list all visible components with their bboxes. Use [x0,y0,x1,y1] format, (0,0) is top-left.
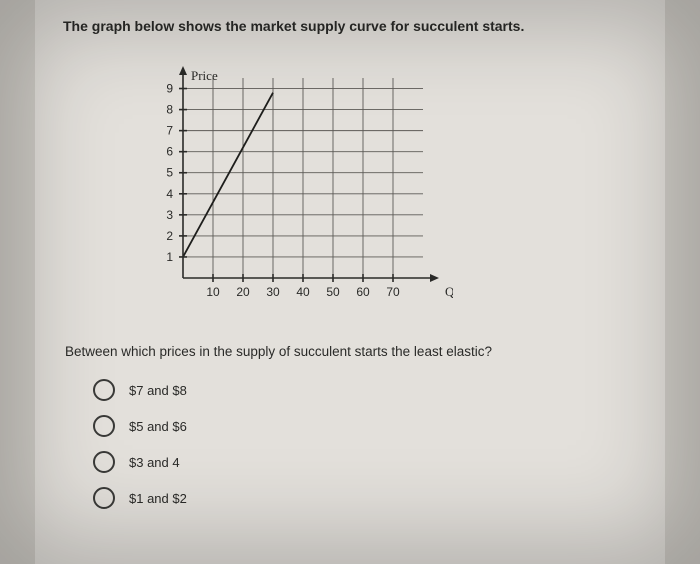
svg-text:20: 20 [236,285,250,299]
options-group: $7 and $8 $5 and $6 $3 and 4 $1 and $2 [93,379,637,509]
page-title: The graph below shows the market supply … [63,18,637,34]
svg-text:6: 6 [166,145,173,159]
svg-text:40: 40 [296,285,310,299]
option-1[interactable]: $5 and $6 [93,415,637,437]
radio-icon [93,487,115,509]
option-label: $5 and $6 [129,419,187,434]
radio-icon [93,451,115,473]
worksheet-page: The graph below shows the market supply … [35,0,665,564]
option-2[interactable]: $3 and 4 [93,451,637,473]
svg-text:10: 10 [206,285,220,299]
radio-icon [93,415,115,437]
svg-text:Price: Price [191,68,218,83]
radio-icon [93,379,115,401]
svg-text:8: 8 [166,103,173,117]
svg-text:2: 2 [166,229,173,243]
svg-text:9: 9 [166,82,173,96]
svg-text:50: 50 [326,285,340,299]
option-0[interactable]: $7 and $8 [93,379,637,401]
svg-text:4: 4 [166,187,173,201]
svg-text:60: 60 [356,285,370,299]
svg-text:30: 30 [266,285,280,299]
option-3[interactable]: $1 and $2 [93,487,637,509]
supply-chart: 1 2 3 4 5 6 7 8 9 10 20 30 40 50 60 70 Price Quantity [133,58,453,318]
svg-text:3: 3 [166,208,173,222]
question-text: Between which prices in the supply of su… [65,344,637,359]
svg-text:Quantity: Quantity [445,284,453,299]
option-label: $7 and $8 [129,383,187,398]
svg-text:1: 1 [166,250,173,264]
option-label: $1 and $2 [129,491,187,506]
svg-text:5: 5 [166,166,173,180]
svg-text:7: 7 [166,124,173,138]
chart-svg: 1 2 3 4 5 6 7 8 9 10 20 30 40 50 60 70 Price Quantity [133,58,453,318]
option-label: $3 and 4 [129,455,180,470]
svg-text:70: 70 [386,285,400,299]
